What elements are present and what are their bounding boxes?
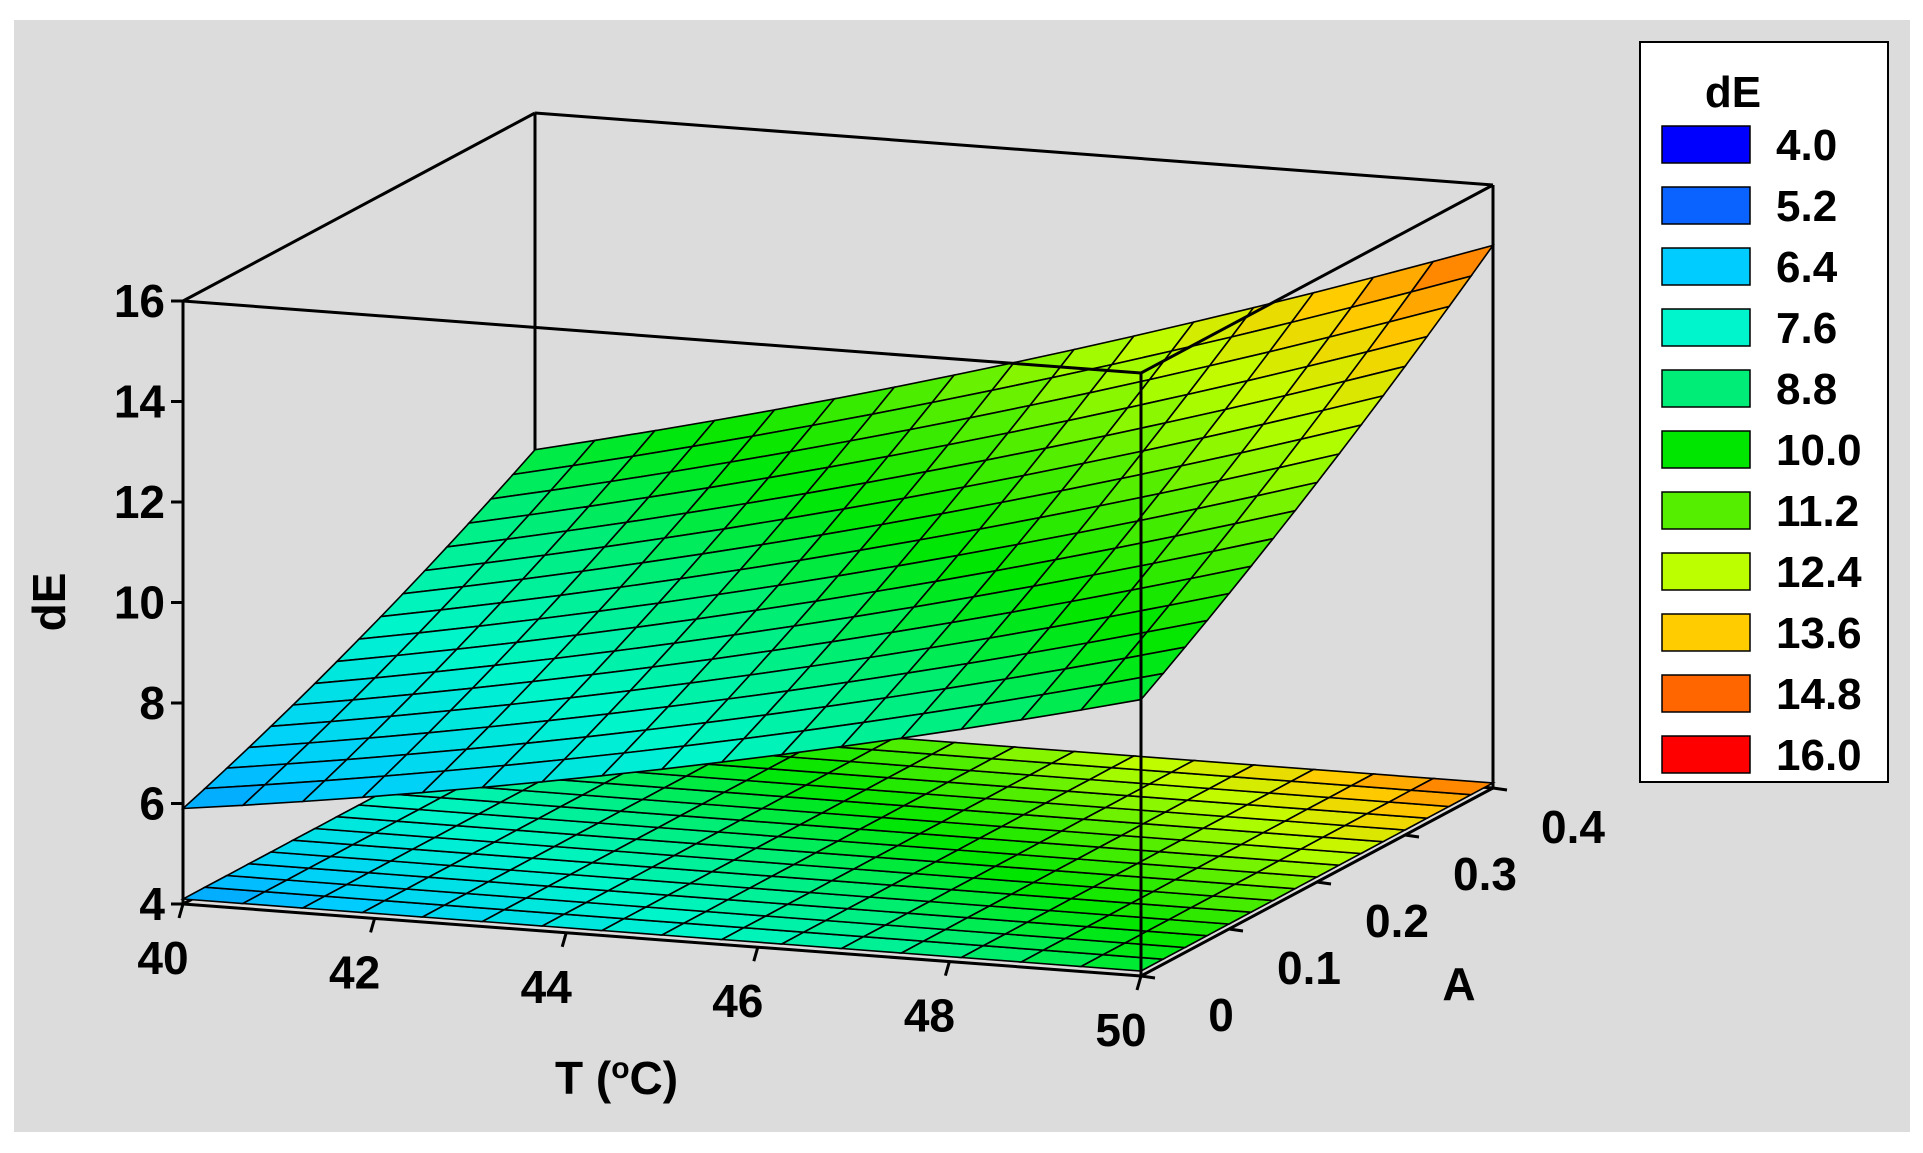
x-tick-label: 50 [1095,1004,1146,1056]
legend-swatch [1661,552,1751,591]
x-axis-label-sup: o [611,1052,629,1085]
z-tick-label: 8 [139,677,165,729]
legend-swatch [1661,186,1751,225]
x-tick-mark [752,946,760,962]
legend-swatch [1661,735,1751,774]
legend-swatch [1661,247,1751,286]
legend-label: 5.2 [1776,182,1837,231]
z-tick-label: 4 [139,878,165,930]
y-tick-mark [1492,786,1508,792]
legend-swatch [1661,613,1751,652]
y-tick-label: 0 [1208,989,1234,1041]
y-tick-label: 0.1 [1277,942,1341,994]
legend-label: 13.6 [1776,609,1862,658]
legend-frame [1639,41,1889,783]
y-axis-label: A [1442,958,1475,1010]
legend-label: 14.8 [1776,670,1862,719]
z-tick-label: 14 [114,376,166,428]
legend-swatch [1661,674,1751,713]
box-edge-back-2 [534,111,1494,187]
legend-label: 4.0 [1776,121,1837,170]
z-tick-label: 6 [139,778,165,830]
z-tick-label: 12 [114,476,165,528]
legend-label: 6.4 [1776,243,1838,292]
legend-swatch [1661,491,1751,530]
legend-label: 16.0 [1776,731,1862,780]
x-axis-label-end: C) [630,1052,679,1104]
y-tick-mark [1228,927,1244,933]
response-surface [180,243,1495,810]
x-tick-mark [369,917,377,933]
box-edge-front-5 [182,902,1142,978]
z-axis-label: dE [23,573,75,632]
y-tick-mark [1316,880,1332,886]
x-tick-mark [1135,975,1143,991]
legend-swatch [1661,369,1751,408]
legend-title: dE [1705,68,1761,117]
y-tick-label: 0.3 [1453,848,1517,900]
legend-label: 11.2 [1776,487,1859,536]
x-tick-mark [560,932,568,948]
box-edge-front-3 [182,299,1142,375]
z-tick-label: 16 [114,275,165,327]
legend-label: 12.4 [1776,548,1862,597]
x-tick-label: 40 [137,932,188,984]
legend: dE 4.0 5.2 6.4 7.6 8.8 10.0 11.2 12.4 13.6 14.8 16… [1639,41,1889,783]
surface-cell [1079,672,1166,712]
y-tick-mark [1404,833,1420,839]
y-tick-label: 0.4 [1541,801,1605,853]
x-tick-mark [177,903,185,919]
x-tick-label: 44 [521,961,573,1013]
legend-label: 8.8 [1776,365,1837,414]
x-tick-label: 46 [712,975,763,1027]
y-tick-mark [1140,974,1156,980]
x-axis-label-main: T ( [555,1052,612,1104]
legend-label: 10.0 [1776,426,1862,475]
box-edge-back-1 [182,111,536,303]
x-tick-mark [943,961,951,977]
legend-label: 7.6 [1776,304,1837,353]
y-tick-label: 0.2 [1365,895,1429,947]
legend-swatch [1661,125,1751,164]
legend-swatch [1661,430,1751,469]
x-tick-label: 48 [904,990,955,1042]
z-tick-label: 10 [114,577,165,629]
legend-swatch [1661,308,1751,347]
x-axis-label: T (oC) [555,1052,678,1104]
box-edge-front-4 [1140,183,1494,375]
x-tick-label: 42 [329,946,380,998]
